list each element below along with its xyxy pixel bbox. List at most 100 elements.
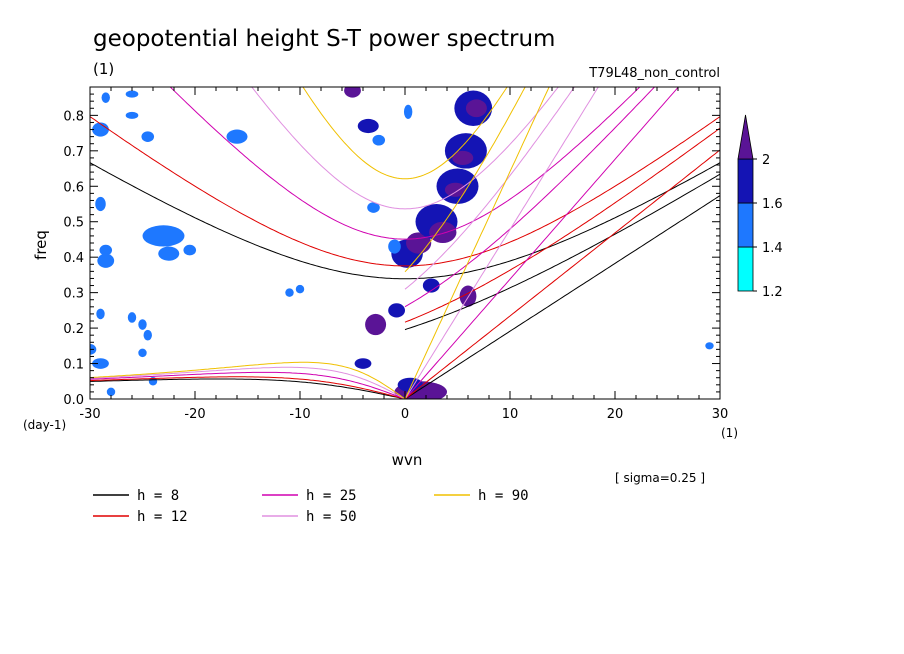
x-tick-label: 10: [502, 407, 519, 422]
contour-blob: [141, 131, 155, 142]
dispersion-curve-h90: [404, 87, 550, 399]
y-axis-label: freq: [32, 230, 50, 260]
x-tick-label: -20: [184, 407, 205, 422]
contour-blob: [183, 244, 197, 256]
contour-blob: [372, 134, 386, 146]
y-tick-label: 0.0: [63, 393, 84, 408]
legend-entry: h = 50: [306, 509, 357, 525]
contour-blob: [101, 92, 110, 103]
x-tick-label: 0: [401, 407, 409, 422]
y-axis-ticks: 0.0 0.1 0.2 0.3 0.4 0.5 0.6 0.7 0.8: [63, 86, 720, 408]
contour-blob: [388, 239, 401, 254]
contour-blob: [367, 202, 380, 213]
dispersion-curve-h50: [251, 87, 559, 210]
dispersion-curve-h50: [404, 87, 599, 399]
contour-blob: [96, 308, 105, 320]
colorbar-label: 1.6: [762, 197, 783, 212]
contour-blob: [92, 122, 109, 137]
dispersion-curve-h8: [404, 195, 720, 399]
y-tick-label: 0.1: [63, 358, 84, 373]
x-axis-label: wvn: [392, 451, 423, 469]
contour-blob: [125, 111, 139, 119]
contour-blob: [95, 196, 106, 212]
contour-blob: [142, 225, 185, 247]
colorbar-segment: [737, 158, 754, 204]
dispersion-curve-h50: [90, 366, 406, 399]
y-tick-label: 0.5: [63, 216, 84, 231]
contour-blob: [705, 342, 714, 350]
contour-blob: [138, 319, 147, 330]
x-axis-ticks: -30 -20 -10 0 10 20 30: [79, 87, 728, 422]
contour-blob: [429, 221, 457, 243]
colorbar-arrow: [737, 114, 754, 160]
colorbar-segment: [737, 246, 754, 292]
dispersion-curve-h25: [404, 87, 656, 308]
x-tick-label: 20: [607, 407, 624, 422]
legend-entry: h = 8: [137, 488, 179, 504]
dispersion-curve-h12: [404, 149, 720, 399]
contour-blob: [388, 303, 405, 318]
legend-entry: h = 90: [478, 488, 529, 504]
contour-blob: [465, 99, 487, 118]
y-tick-label: 0.6: [63, 180, 84, 195]
y-tick-label: 0.8: [63, 109, 84, 124]
y-tick-label: 0.7: [63, 145, 84, 160]
chart-subtitle-right: T79L48_non_control: [588, 66, 720, 81]
contour-blob: [226, 129, 248, 144]
contour-blob: [403, 104, 413, 119]
contour-blob: [444, 182, 466, 197]
x-tick-label: -30: [79, 407, 100, 422]
contour-blob: [452, 150, 474, 165]
colorbar-label: 1.4: [762, 241, 783, 256]
dispersion-curve-h8: [90, 378, 406, 399]
contour-blob: [295, 284, 305, 294]
x-tick-label: 30: [712, 407, 729, 422]
y-tick-label: 0.4: [63, 251, 84, 266]
chart-subtitle-left: (1): [93, 60, 114, 78]
contour-blob: [143, 329, 152, 341]
contour-blob: [354, 358, 372, 369]
contour-blob: [285, 288, 294, 297]
contour-blob: [344, 87, 361, 98]
sigma-note: [ sigma=0.25 ]: [615, 471, 705, 485]
contour-blob: [127, 312, 137, 323]
contour-blob: [158, 246, 180, 261]
colorbar: 1.2 1.4 1.6 2: [737, 114, 783, 300]
contour-blob: [357, 118, 379, 134]
contour-blob: [125, 90, 139, 98]
dispersion-curve-h50: [404, 87, 575, 290]
contour-fills: [90, 87, 714, 399]
contour-blob: [92, 358, 109, 369]
dispersion-curve-h90: [90, 361, 406, 399]
contour-blob: [138, 348, 147, 358]
contour-blob: [365, 313, 387, 336]
y-tick-label: 0.2: [63, 322, 84, 337]
dispersion-curve-h8: [404, 173, 720, 331]
legend-entry: h = 25: [306, 488, 357, 504]
dispersion-curve-h25: [90, 371, 406, 399]
colorbar-label: 2: [762, 153, 770, 168]
colorbar-segment: [737, 202, 754, 248]
y-axis-unit: (day-1): [23, 418, 66, 432]
x-tick-label: -10: [289, 407, 310, 422]
x-axis-unit: (1): [721, 426, 738, 440]
colorbar-label: 1.2: [762, 285, 783, 300]
dispersion-curve-h12: [90, 116, 720, 267]
y-tick-label: 0.3: [63, 287, 84, 302]
dispersion-curve-h90: [302, 87, 508, 180]
dispersion-curve-h12: [404, 127, 720, 323]
contour-blob: [422, 278, 440, 293]
legend: h = 8 h = 12 h = 25 h = 50 h = 90: [93, 488, 529, 525]
contour-blob: [97, 253, 115, 268]
dispersion-curve-h90: [404, 87, 526, 273]
dispersion-curve-h12: [90, 376, 406, 399]
dispersion-curve-h25: [169, 87, 641, 240]
contour-blob: [106, 387, 116, 397]
dispersion-curve-h25: [404, 87, 680, 399]
contour-blob: [99, 244, 113, 256]
dispersion-curves: [90, 87, 720, 399]
dispersion-curve-h8: [90, 162, 720, 280]
legend-entry: h = 12: [137, 509, 188, 525]
contour-blob: [148, 377, 158, 386]
